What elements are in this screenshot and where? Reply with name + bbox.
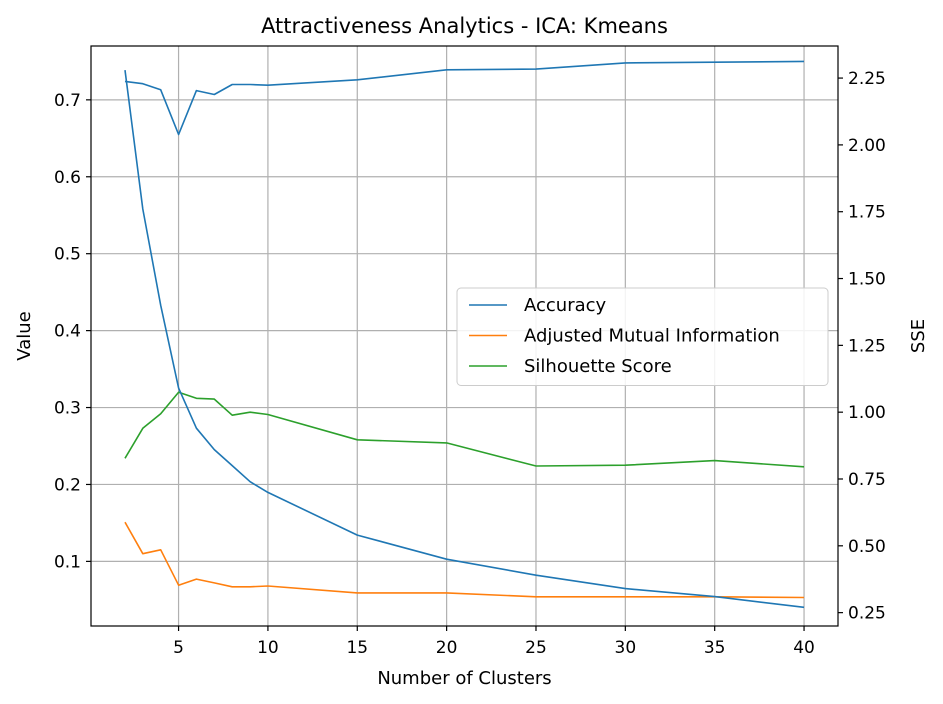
y-right-tick-label: 1.75 <box>848 203 886 223</box>
legend: Accuracy Adjusted Mutual Information Silho… <box>456 287 829 386</box>
legend-box <box>456 287 829 386</box>
series-line-accuracy <box>124 60 805 136</box>
y-right-tick-label: 0.75 <box>848 470 886 490</box>
y-right-tick-label: 1.00 <box>848 403 886 423</box>
y-axis-left-title: Value <box>14 311 35 360</box>
axis-ticks: 5 10 15 20 25 30 35 40 0.1 0.2 0.3 0.4 0.5 0.6 0.7 0.25… <box>54 69 886 658</box>
plot-frame <box>90 45 839 627</box>
y-right-tick-label: 1.25 <box>848 336 886 356</box>
x-tick-label: 35 <box>704 638 726 658</box>
y-axis-right-title: SSE <box>908 319 929 353</box>
y-right-tick-label: 1.50 <box>848 270 886 290</box>
y-right-tick-label: 2.00 <box>848 136 886 156</box>
x-tick-label: 5 <box>173 638 184 658</box>
y-left-tick-label: 0.7 <box>54 91 81 111</box>
x-tick-label: 15 <box>346 638 368 658</box>
x-tick-label: 20 <box>436 638 458 658</box>
chart-title: Attractiveness Analytics - ICA: Kmeans <box>261 14 668 38</box>
x-tick-label: 40 <box>793 638 815 658</box>
series-line-silhouette-score <box>124 391 805 468</box>
legend-label-adjusted-mutual-information: Adjusted Mutual Information <box>524 326 780 347</box>
y-left-tick-label: 0.6 <box>54 168 81 188</box>
y-right-tick-label: 0.50 <box>848 537 886 557</box>
y-right-tick-label: 2.25 <box>848 69 886 89</box>
y-left-tick-label: 0.4 <box>54 322 81 342</box>
y-left-tick-label: 0.2 <box>54 475 81 495</box>
y-left-tick-label: 0.1 <box>54 552 81 572</box>
x-tick-label: 25 <box>525 638 547 658</box>
series-line-sse <box>124 69 805 609</box>
y-left-tick-label: 0.3 <box>54 399 81 419</box>
y-right-tick-label: 0.25 <box>848 604 886 624</box>
x-axis-title: Number of Clusters <box>377 668 551 689</box>
legend-label-accuracy: Accuracy <box>524 295 607 316</box>
series-lines <box>124 60 805 609</box>
y-left-tick-label: 0.5 <box>54 245 81 265</box>
x-tick-label: 10 <box>257 638 279 658</box>
legend-label-silhouette-score: Silhouette Score <box>524 356 672 377</box>
x-tick-label: 30 <box>615 638 637 658</box>
series-line-adjusted-mutual-information <box>124 521 805 599</box>
